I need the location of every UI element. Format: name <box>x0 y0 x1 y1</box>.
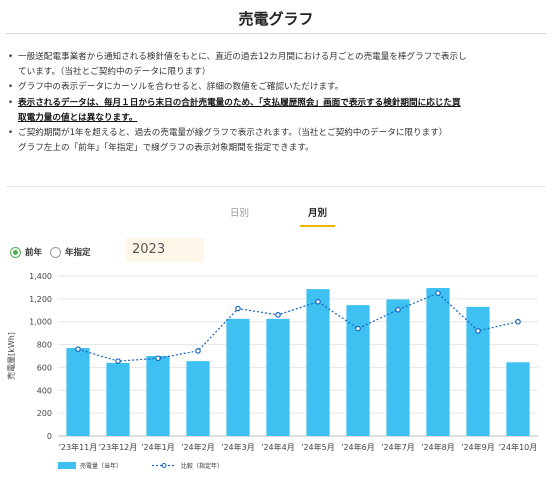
x-tick-label: '23年12月 <box>99 442 138 452</box>
line-point <box>475 328 481 334</box>
radio-year-select[interactable]: 年指定 <box>50 246 91 258</box>
important-text: 取電力量の値とは異なります。 <box>18 112 138 123</box>
line-point <box>235 305 241 312</box>
line-point <box>195 348 201 354</box>
bar <box>346 305 370 436</box>
bar <box>386 299 410 436</box>
radio-year-select-label: 年指定 <box>65 248 91 258</box>
radio-unchecked-icon <box>50 246 62 258</box>
bar <box>466 306 490 436</box>
comparison-line <box>77 292 519 362</box>
line-point <box>315 298 321 305</box>
x-tick-label: '24年1月 <box>141 442 174 452</box>
bar <box>146 356 170 436</box>
line-point <box>115 358 121 364</box>
bar <box>186 361 210 436</box>
line-point <box>75 346 81 352</box>
note-item: グラフ中の表示データにカーソルを合わせると、詳細の数値をご確認いただけます。 <box>8 80 546 95</box>
x-tick-label: '24年8月 <box>421 442 454 452</box>
bar <box>506 362 530 436</box>
line-point <box>275 312 281 318</box>
line-point <box>395 306 401 313</box>
y-tick-label: 200 <box>37 409 52 418</box>
x-tick-label: '24年6月 <box>341 442 374 452</box>
y-tick-label: 400 <box>37 386 52 395</box>
note-item: 一般送配電事業者から通知される検針値をもとに、直近の過去12カ月間における月ごと… <box>8 50 546 65</box>
note-item: ご契約期間が1年を超えると、過去の売電量が線グラフで表示されます。（当社とご契約… <box>8 126 546 141</box>
bar <box>426 288 450 436</box>
line-point <box>515 318 521 325</box>
x-tick-label: '24年7月 <box>381 442 414 452</box>
y-tick-label: 1,000 <box>29 318 52 327</box>
bar <box>66 348 90 436</box>
note-item-continuation: 取電力量の値とは異なります。 <box>8 111 546 126</box>
legend-line-point <box>161 462 167 469</box>
note-item-important: 表示されるデータは、毎月１日から末日の合計売電量のため、「支払履歴照会」画面で表… <box>8 96 546 111</box>
y-tick-label: 600 <box>37 363 52 372</box>
important-text: 表示されるデータは、毎月１日から末日の合計売電量のため、「支払履歴照会」画面で表… <box>18 97 461 108</box>
y-tick-label: 0 <box>47 432 52 441</box>
comparison-radio-group: 前年 年指定 <box>10 243 99 261</box>
y-axis-label: 売電量[kWh] <box>6 332 16 380</box>
legend-bar-swatch <box>58 462 76 469</box>
y-tick-label: 1,200 <box>29 295 52 304</box>
x-tick-label: '24年10月 <box>499 442 538 452</box>
x-tick-label: '24年2月 <box>181 442 214 452</box>
note-item-continuation: グラフ左上の「前年」「年指定」で線グラフの表示対象期間を指定できます。 <box>18 143 314 154</box>
x-tick-label: '24年5月 <box>301 442 334 452</box>
legend-line-label: 比較（指定年） <box>181 462 223 470</box>
radio-prev-year[interactable]: 前年 <box>10 246 42 258</box>
bar <box>106 362 130 436</box>
x-tick-label: '24年4月 <box>261 442 294 452</box>
note-item-continuation: ています。（当社とご契約中のデータに限ります） <box>18 67 211 78</box>
bar <box>266 318 290 436</box>
line-point <box>355 325 361 332</box>
page-title: 売電グラフ <box>238 10 314 28</box>
x-tick-label: '24年3月 <box>221 442 254 452</box>
bar <box>306 289 330 436</box>
period-tabs: 日別 月別 <box>0 205 552 227</box>
radio-prev-year-label: 前年 <box>25 248 43 258</box>
legend-bar-label: 売電量（当年） <box>80 462 122 470</box>
x-tick-label: '24年9月 <box>461 442 494 452</box>
sales-chart: 0 200 400 600 800 1,000 1,200 1,400 売電量[kWh] '23年… <box>6 272 538 470</box>
y-tick-label: 1,400 <box>29 272 52 281</box>
line-point <box>155 355 161 362</box>
tab-monthly[interactable]: 月別 <box>300 205 336 227</box>
notes-list: 一般送配電事業者から通知される検針値をもとに、直近の過去12カ月間における月ごと… <box>8 50 546 156</box>
bar <box>226 318 250 436</box>
y-tick-label: 800 <box>37 341 52 350</box>
tab-daily[interactable]: 日別 <box>230 208 250 219</box>
x-tick-label: '23年11月 <box>59 442 98 452</box>
radio-checked-icon <box>10 246 21 258</box>
title-divider <box>6 33 546 34</box>
line-point <box>435 290 441 296</box>
section-divider <box>6 186 546 187</box>
year-display[interactable]: 2023 <box>126 238 204 262</box>
